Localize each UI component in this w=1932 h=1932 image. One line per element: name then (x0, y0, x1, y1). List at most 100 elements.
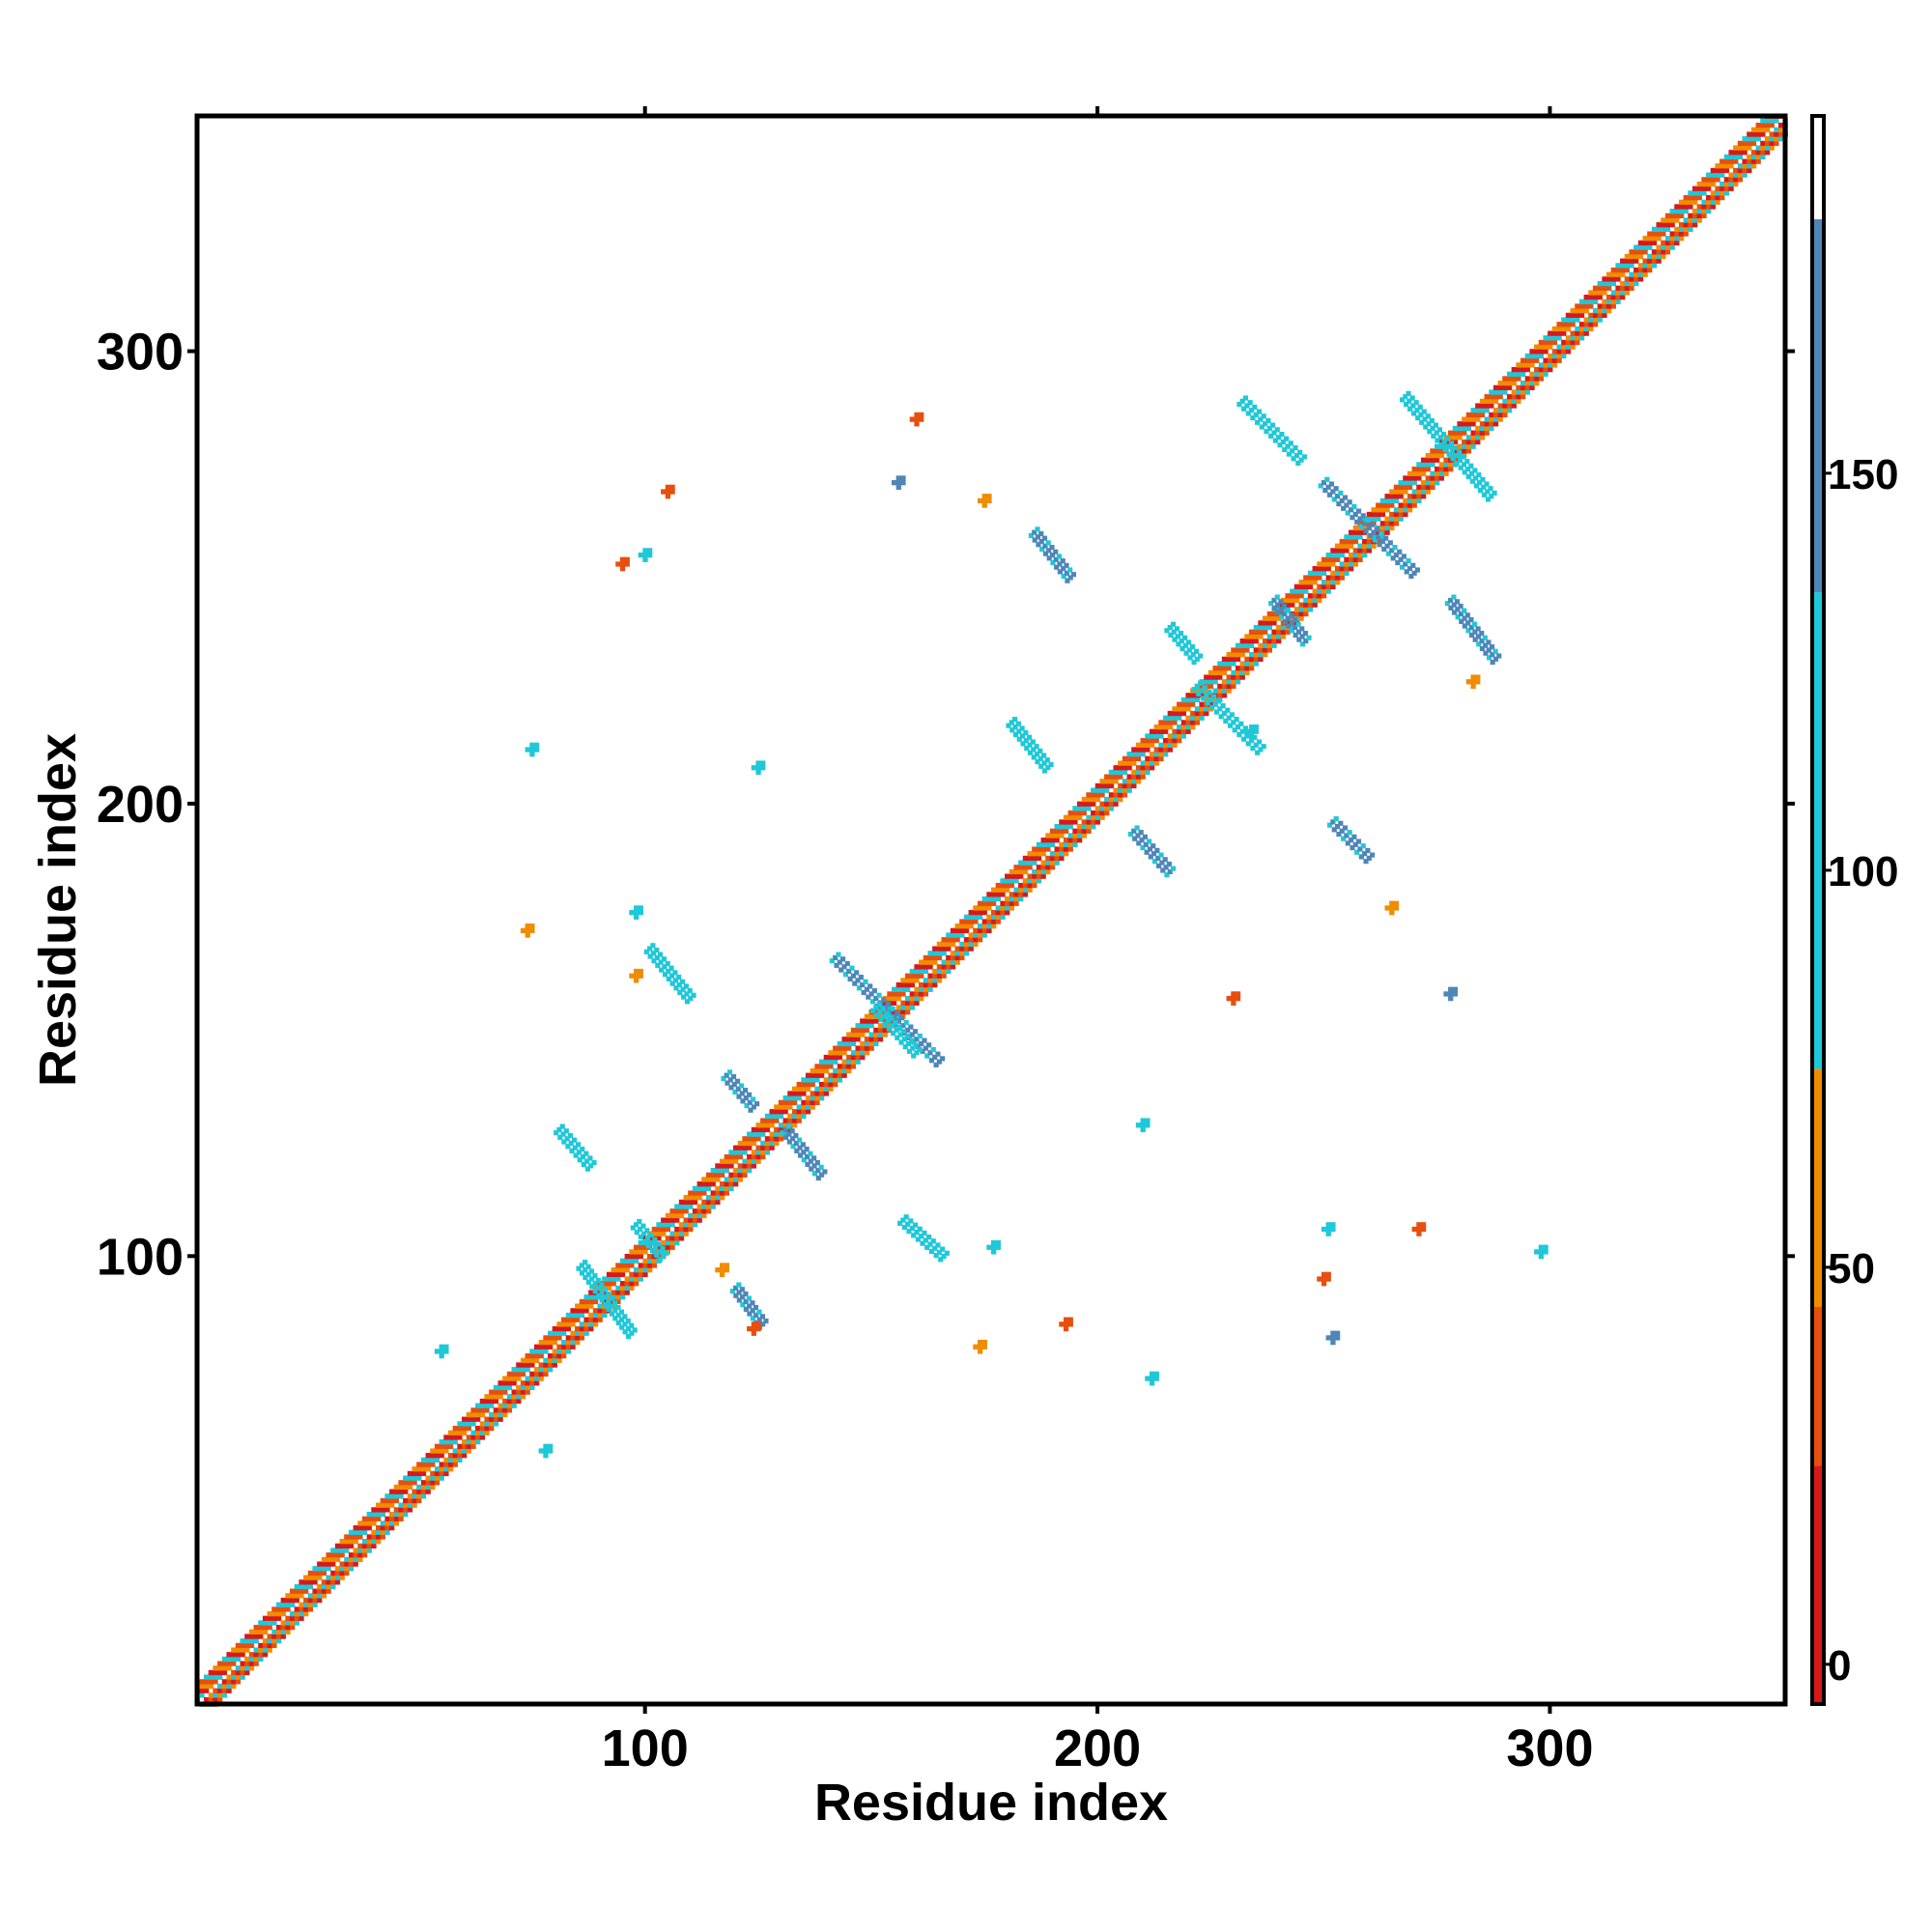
diagonal-cell (954, 932, 960, 938)
diagonal-cell (312, 1588, 318, 1594)
diagonal-cell (271, 1615, 277, 1621)
diagonal-cell (873, 1037, 879, 1042)
diagonal-cell (1430, 462, 1435, 468)
contact-streak-cell (1049, 552, 1056, 558)
diagonal-cell (493, 1416, 499, 1422)
diagonal-cell (1520, 362, 1526, 368)
diagonal-cell (1435, 457, 1440, 463)
diagonal-cell (303, 1579, 309, 1585)
diagonal-cell (466, 1425, 471, 1432)
diagonal-cell (597, 1303, 603, 1309)
contact-streak-cell (595, 1285, 602, 1291)
diagonal-cell (462, 1425, 468, 1432)
diagonal-cell (1750, 150, 1757, 156)
diagonal-cell (1244, 666, 1250, 671)
diagonal-cell (1664, 226, 1671, 233)
diagonal-cell (1067, 810, 1073, 816)
diagonal-cell (1605, 298, 1612, 304)
diagonal-cell (1086, 819, 1092, 825)
contact-streak-cell (582, 1260, 588, 1265)
diagonal-cell (1548, 330, 1553, 336)
diagonal-cell (1592, 298, 1599, 304)
diagonal-cell (298, 1606, 304, 1612)
diagonal-cell (715, 1172, 721, 1178)
contact-streak-cell (1167, 624, 1173, 631)
contact-blob-cell (900, 480, 906, 486)
contact-blob-cell (1059, 1321, 1065, 1327)
contact-streak-cell (666, 976, 671, 982)
diagonal-cell (1602, 303, 1607, 309)
diagonal-cell (1248, 642, 1255, 648)
diagonal-cell (357, 1548, 363, 1553)
diagonal-cell (715, 1163, 721, 1169)
diagonal-cell (977, 914, 983, 920)
diagonal-cell (231, 1647, 237, 1653)
diagonal-cell (864, 1045, 870, 1051)
diagonal-cell (791, 1113, 798, 1120)
diagonal-cell (1497, 389, 1503, 395)
diagonal-cell (778, 1136, 784, 1142)
diagonal-cell (1384, 529, 1390, 535)
diagonal-cell (1194, 710, 1201, 717)
diagonal-cell (1113, 787, 1119, 793)
diagonal-cell (665, 1222, 671, 1228)
contact-streak-cell (900, 1029, 906, 1035)
contact-streak-cell (1362, 851, 1368, 857)
diagonal-cell (547, 1339, 554, 1346)
diagonal-cell (430, 1484, 436, 1491)
contact-streak-cell (1282, 618, 1288, 624)
diagonal-cell (1027, 855, 1033, 862)
diagonal-cell (981, 900, 987, 906)
diagonal-cell (253, 1625, 259, 1631)
diagonal-cell (787, 1113, 793, 1120)
diagonal-cell (1253, 652, 1259, 658)
diagonal-cell (1664, 217, 1671, 223)
diagonal-cell (1710, 167, 1717, 174)
diagonal-cell (1406, 494, 1413, 499)
diagonal-cell (1376, 507, 1381, 513)
contact-streak-cell (912, 1222, 919, 1228)
diagonal-cell (1742, 163, 1747, 169)
diagonal-cell (1755, 145, 1761, 151)
diagonal-cell (317, 1566, 323, 1572)
diagonal-cell (1339, 552, 1345, 558)
diagonal-cell (1005, 887, 1010, 893)
diagonal-cell (606, 1285, 612, 1292)
diagonal-cell (470, 1439, 476, 1445)
contact-blob-cell (1325, 1231, 1331, 1236)
contact-streak-cell (834, 962, 839, 968)
diagonal-cell (1774, 136, 1779, 142)
contact-streak-cell (657, 1257, 663, 1263)
diagonal-cell (1411, 497, 1417, 504)
diagonal-cell (547, 1367, 554, 1373)
diagonal-cell (814, 1086, 820, 1092)
colorbar-segment (1812, 1307, 1824, 1466)
diagonal-cell (307, 1575, 314, 1580)
diagonal-cell (443, 1470, 449, 1477)
contact-streak-cell (1140, 845, 1146, 851)
diagonal-cell (1180, 706, 1187, 712)
diagonal-cell (1081, 806, 1087, 811)
diagonal-cell (1244, 647, 1250, 653)
diagonal-cell (728, 1172, 734, 1178)
diagonal-cell (1094, 810, 1101, 816)
diagonal-cell (1009, 868, 1015, 875)
diagonal-cell (1212, 666, 1218, 671)
diagonal-cell (1212, 669, 1218, 676)
contact-streak-cell (1341, 505, 1347, 511)
contact-streak-cell (1289, 628, 1295, 634)
diagonal-cell (638, 1271, 643, 1277)
contact-streak-cell (1338, 820, 1344, 826)
diagonal-cell (1403, 480, 1408, 486)
contact-streak-cell (1384, 543, 1390, 549)
diagonal-cell (755, 1158, 761, 1164)
diagonal-cell (552, 1362, 557, 1368)
contact-streak-cell (1032, 529, 1037, 535)
diagonal-cell (1036, 868, 1042, 875)
diagonal-cell (1642, 271, 1648, 277)
diagonal-cell (742, 1167, 748, 1174)
diagonal-cell (1664, 236, 1671, 242)
diagonal-cell (439, 1443, 444, 1449)
diagonal-cell (860, 1040, 866, 1047)
diagonal-cell (389, 1497, 395, 1504)
